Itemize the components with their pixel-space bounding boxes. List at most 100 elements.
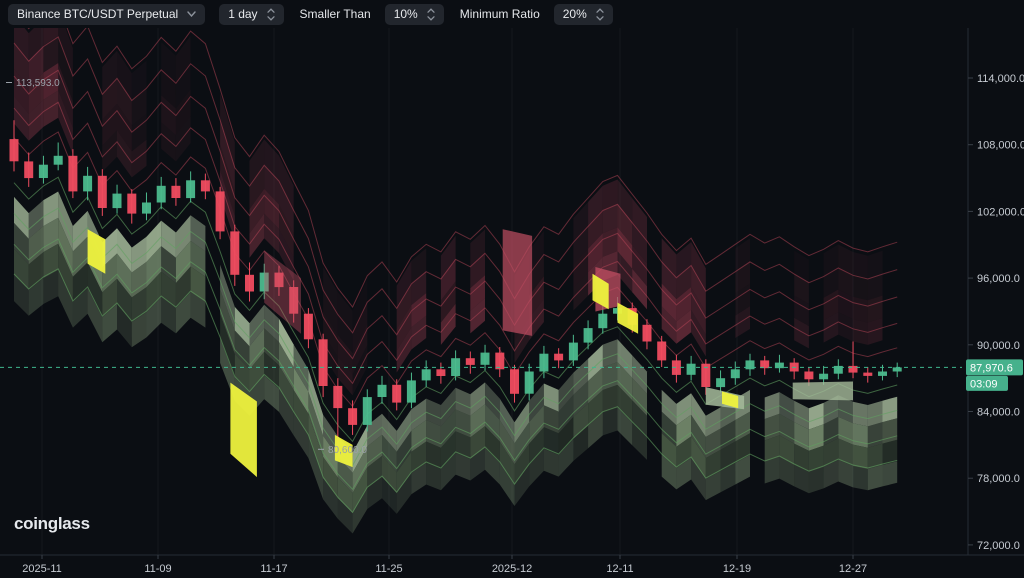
liq-zone <box>396 327 412 373</box>
liq-level-line <box>27 28 898 308</box>
minimum-ratio-stepper[interactable]: 20% <box>553 3 613 25</box>
liq-zone <box>705 407 721 437</box>
liq-level-line <box>13 268 898 514</box>
pink-zone <box>264 250 301 334</box>
candle <box>760 360 770 369</box>
liq-zone <box>352 488 368 534</box>
liq-zone <box>735 238 750 271</box>
candle <box>289 287 299 314</box>
liq-zone <box>323 478 338 519</box>
liq-zone <box>352 446 368 493</box>
liq-zone <box>691 414 706 458</box>
candle <box>892 367 902 372</box>
liq-zone <box>853 274 868 301</box>
liq-zone <box>529 383 544 423</box>
liq-zone <box>426 420 441 448</box>
liq-zone <box>853 401 868 427</box>
interval-stepper[interactable]: 1 day <box>219 3 284 25</box>
liq-zone <box>720 463 736 493</box>
liq-zone <box>352 425 368 473</box>
liq-zone <box>676 393 692 426</box>
liq-zone <box>396 260 412 308</box>
liq-zone <box>440 431 456 469</box>
liq-zone <box>87 262 103 318</box>
liq-zone <box>823 244 839 276</box>
liq-zone <box>455 431 471 459</box>
interval-value: 1 day <box>228 7 258 21</box>
liq-zone <box>853 423 868 448</box>
time-axis-label: 11-17 <box>260 563 287 575</box>
liq-zone <box>661 238 677 277</box>
candle <box>274 272 284 288</box>
liq-zone <box>72 288 88 328</box>
candle <box>392 384 402 403</box>
liq-zone <box>529 253 544 296</box>
liq-zone <box>72 236 88 277</box>
liq-zone <box>43 35 59 73</box>
symbol-select[interactable]: Binance BTC/USDT Perpetual <box>8 3 206 25</box>
liq-zone <box>867 443 883 469</box>
candle <box>701 363 711 387</box>
liq-zone <box>838 395 853 424</box>
liq-zone <box>175 266 191 309</box>
candle <box>9 139 19 162</box>
liq-zone <box>882 396 898 423</box>
price-axis[interactable]: 114,000.0 108,000.0 102,000.0 96,000.0 90,00… <box>968 73 1024 552</box>
candle <box>774 362 784 369</box>
liq-zone <box>14 275 29 316</box>
liq-zone <box>396 451 412 494</box>
liq-zone <box>43 90 59 127</box>
liq-zone <box>382 413 397 452</box>
liq-zone <box>867 400 883 427</box>
up-down-stepper-icon <box>266 7 275 21</box>
liq-zone <box>573 403 589 439</box>
candle <box>583 328 593 343</box>
candle <box>362 397 372 425</box>
liq-zone <box>602 339 618 368</box>
liq-zone <box>102 130 117 172</box>
liq-zone <box>794 422 809 451</box>
liq-zone <box>867 250 883 278</box>
liq-zone <box>14 249 29 291</box>
pink-zone <box>502 229 533 336</box>
liq-zone <box>220 93 235 167</box>
liq-zone <box>102 50 117 94</box>
liq-zone <box>323 289 338 336</box>
smaller-than-stepper[interactable]: 10% <box>384 3 444 25</box>
liq-zone <box>146 297 162 338</box>
liq-zone <box>602 203 618 234</box>
liq-zone <box>58 28 73 75</box>
smaller-than-value: 10% <box>393 7 418 21</box>
liq-zone <box>867 273 883 301</box>
liq-zone <box>175 116 191 162</box>
liq-zone <box>190 292 206 328</box>
liq-zone <box>617 203 633 246</box>
liq-zone <box>249 304 265 347</box>
price-axis-label: 114,000.0 <box>977 73 1024 85</box>
liq-zone <box>14 196 29 239</box>
candle <box>259 272 269 292</box>
liq-zone <box>279 388 294 436</box>
liq-zone <box>249 139 265 185</box>
liq-zone <box>293 367 309 414</box>
candle <box>878 371 887 376</box>
liq-zone <box>396 282 412 330</box>
liq-zone <box>573 202 589 242</box>
liq-zone <box>28 278 44 316</box>
liq-zone <box>705 471 721 501</box>
candle <box>598 313 608 329</box>
liq-zone <box>853 466 868 491</box>
liq-zone <box>72 210 88 252</box>
liq-zone <box>882 418 898 444</box>
liq-zone <box>14 41 29 87</box>
time-axis[interactable]: 2025-11 11-09 11-17 11-25 2025-12 12-11 12-19 1… <box>22 555 867 575</box>
price-axis-label: 84,000.0 <box>977 407 1020 419</box>
liq-zone <box>735 411 750 442</box>
liq-zone <box>161 122 176 162</box>
liq-zone <box>543 448 559 477</box>
liq-zone <box>602 362 618 390</box>
liq-zone <box>838 438 853 466</box>
candle <box>156 185 166 203</box>
liq-level-line <box>13 36 898 334</box>
